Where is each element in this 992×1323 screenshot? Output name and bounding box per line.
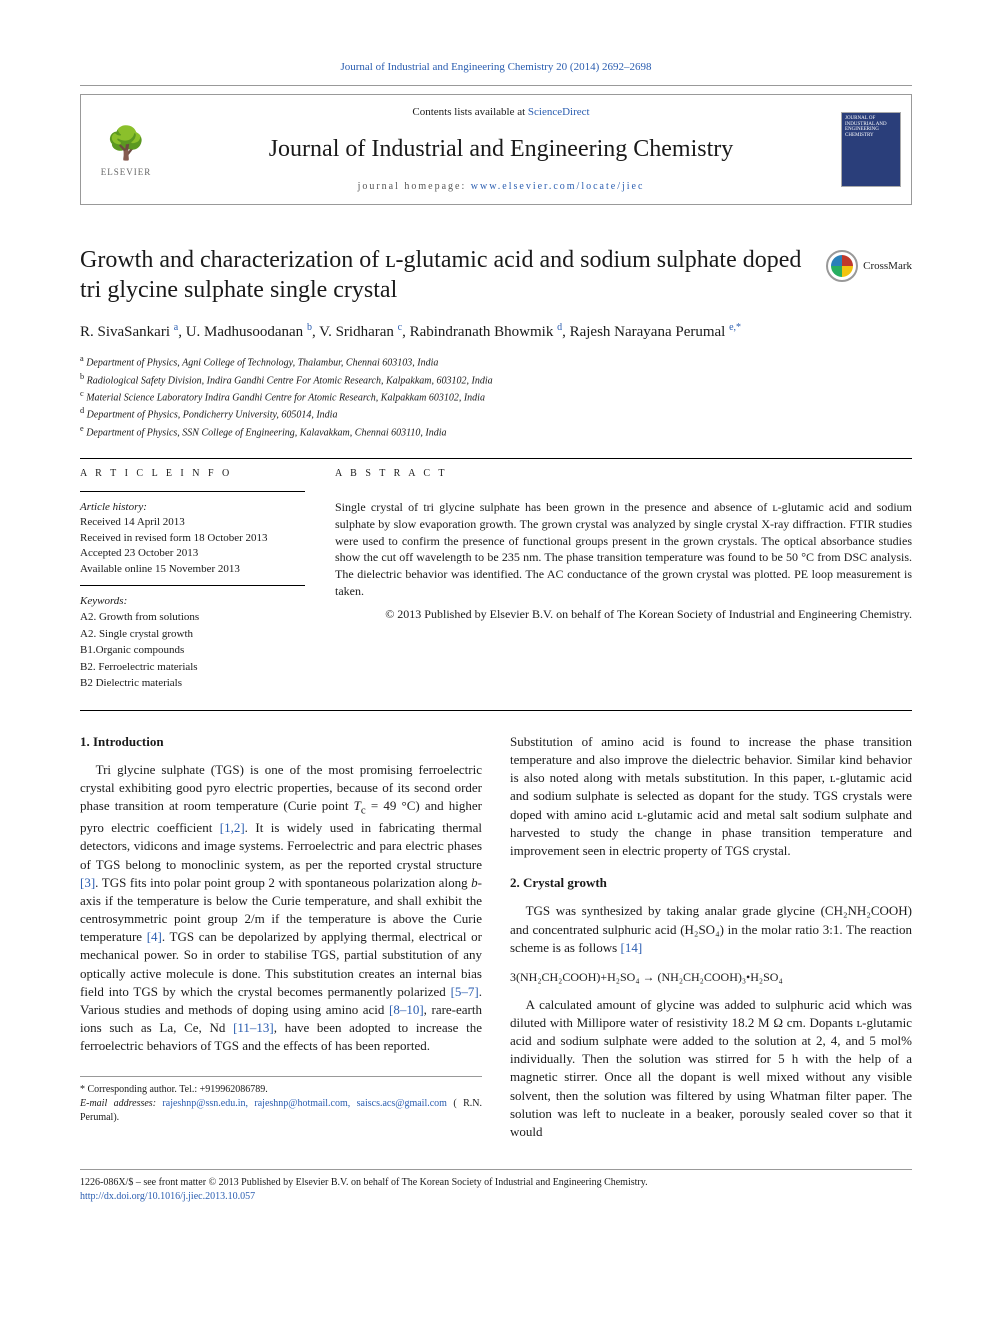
intro-paragraph-2: Substitution of amino acid is found to i… [510,733,912,860]
article-history: Received 14 April 2013Received in revise… [80,515,305,577]
growth-paragraph-2: A calculated amount of glycine was added… [510,996,912,1142]
email-links[interactable]: rajeshnp@ssn.edu.in, rajeshnp@hotmail.co… [162,1098,447,1109]
footer-rule [80,1169,912,1170]
intro-heading: 1. Introduction [80,733,482,751]
abstract-column: A B S T R A C T Single crystal of tri gl… [335,467,912,692]
crossmark-label: CrossMark [863,259,912,274]
article-title: Growth and characterization of ʟ-glutami… [80,245,816,305]
sciencedirect-link[interactable]: ScienceDirect [528,106,590,118]
right-column: Substitution of amino acid is found to i… [510,733,912,1151]
article-history-label: Article history: [80,500,305,515]
keywords-list: A2. Growth from solutionsA2. Single crys… [80,609,305,692]
meta-top-rule [80,458,912,459]
growth-paragraph-1: TGS was synthesized by taking analar gra… [510,902,912,957]
elsevier-label: ELSEVIER [101,166,152,179]
corresponding-author: * Corresponding author. Tel.: +919962086… [80,1083,482,1097]
journal-cover-thumbnail: JOURNAL OF INDUSTRIAL AND ENGINEERING CH… [841,112,901,187]
left-column: 1. Introduction Tri glycine sulphate (TG… [80,733,482,1151]
crossmark-badge[interactable]: CrossMark [826,250,912,282]
abstract-text: Single crystal of tri glycine sulphate h… [335,499,912,600]
abstract-heading: A B S T R A C T [335,467,912,481]
contents-prefix: Contents lists available at [412,106,527,118]
article-info-heading: A R T I C L E I N F O [80,467,305,481]
keywords-label: Keywords: [80,594,305,609]
abstract-copyright: © 2013 Published by Elsevier B.V. on beh… [335,606,912,623]
footer-copyright: 1226-086X/$ – see front matter © 2013 Pu… [80,1176,912,1190]
footer-doi-link[interactable]: http://dx.doi.org/10.1016/j.jiec.2013.10… [80,1191,255,1202]
authors-line: R. SivaSankari a, U. Madhusoodanan b, V.… [80,321,912,343]
article-info-column: A R T I C L E I N F O Article history: R… [80,467,305,692]
journal-header-box: 🌳 ELSEVIER Contents lists available at S… [80,94,912,205]
crossmark-icon [826,250,858,282]
reaction-scheme: 3(NH₂CH₂COOH)+H₂SO₄ → (NH₂CH₂COOH)₃•H₂SO… [510,969,912,986]
journal-cover-text: JOURNAL OF INDUSTRIAL AND ENGINEERING CH… [845,116,897,138]
homepage-line: journal homepage: www.elsevier.com/locat… [161,180,841,194]
affiliations-block: a Department of Physics, Agni College of… [80,353,912,440]
elsevier-logo: 🌳 ELSEVIER [91,115,161,185]
top-rule [80,85,912,86]
growth-heading: 2. Crystal growth [510,874,912,892]
elsevier-tree-icon: 🌳 [106,121,146,166]
corresponding-emails: E-mail addresses: rajeshnp@ssn.edu.in, r… [80,1097,482,1125]
journal-name: Journal of Industrial and Engineering Ch… [161,133,841,167]
homepage-prefix: journal homepage: [358,181,471,192]
homepage-link[interactable]: www.elsevier.com/locate/jiec [471,181,645,192]
contents-line: Contents lists available at ScienceDirec… [161,105,841,120]
journal-ref-link[interactable]: Journal of Industrial and Engineering Ch… [80,60,912,75]
body-top-rule [80,710,912,711]
body-columns: 1. Introduction Tri glycine sulphate (TG… [80,733,912,1151]
email-label: E-mail addresses: [80,1098,162,1109]
intro-paragraph-1: Tri glycine sulphate (TGS) is one of the… [80,761,482,1056]
footnote-block: * Corresponding author. Tel.: +919962086… [80,1076,482,1125]
